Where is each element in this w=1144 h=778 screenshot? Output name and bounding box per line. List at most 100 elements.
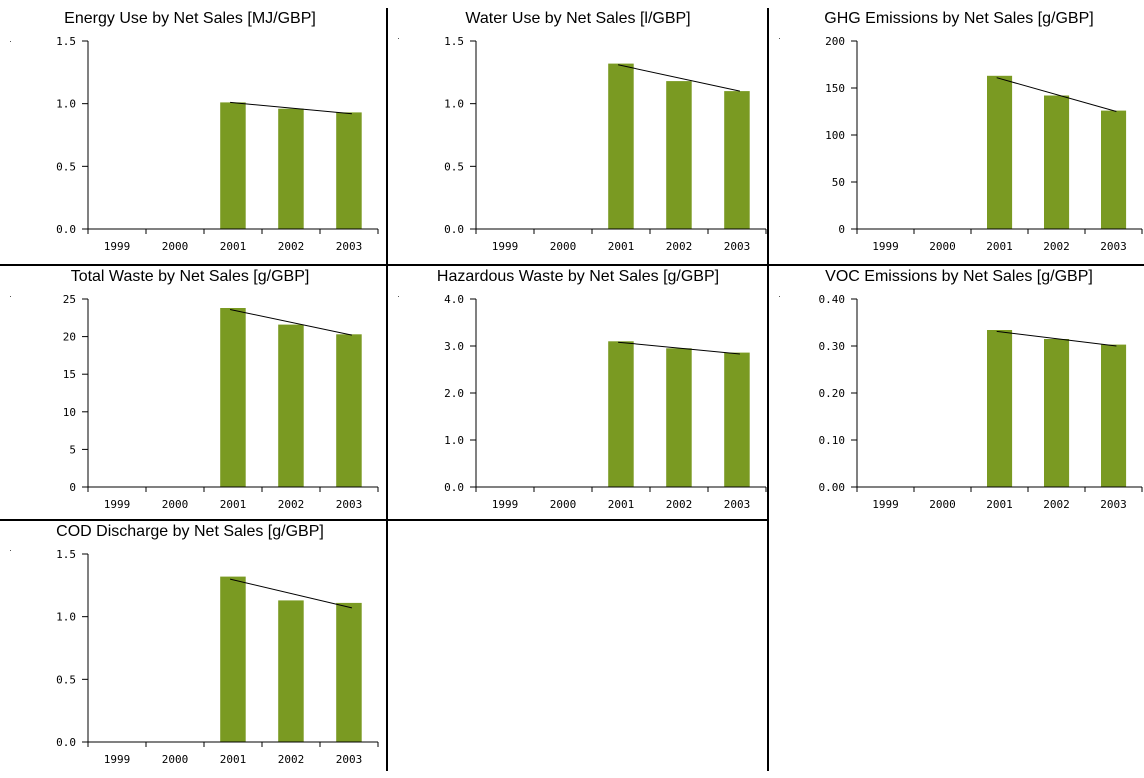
corner-dot — [10, 296, 11, 297]
y-tick-label: 3.0 — [444, 340, 464, 353]
y-tick-label: 2.0 — [444, 387, 464, 400]
y-tick-label: 0 — [838, 223, 845, 236]
bar-2001 — [220, 102, 246, 229]
y-tick-label: 1.5 — [56, 35, 76, 48]
x-tick-label: 2003 — [336, 240, 363, 253]
bar-2002 — [666, 81, 692, 229]
x-tick-label: 2002 — [278, 240, 305, 253]
chart-title: GHG Emissions by Net Sales [g/GBP] — [824, 10, 1094, 27]
y-tick-label: 100 — [825, 129, 845, 142]
chart-title: COD Discharge by Net Sales [g/GBP] — [56, 523, 324, 540]
chart-svg: 0.00 0.10 0.20 0.30 0.40 1999 2000 2001 2002 2003 — [819, 293, 1143, 511]
chart-title: Hazardous Waste by Net Sales [g/GBP] — [436, 268, 720, 285]
x-tick-label: 2002 — [278, 498, 305, 511]
chart-title: Energy Use by Net Sales [MJ/GBP] — [64, 10, 316, 27]
x-tick-label: 2000 — [929, 240, 956, 253]
bar-2002 — [666, 348, 692, 487]
trend-line — [230, 101, 352, 115]
chart-title: Water Use by Net Sales [l/GBP] — [465, 10, 691, 27]
corner-dot — [779, 296, 780, 297]
x-tick-label: 2003 — [724, 498, 751, 511]
chart-svg: 0 5 10 15 20 25 1999 2000 2001 2002 2003 — [63, 293, 379, 511]
x-tick-label: 2001 — [986, 498, 1013, 511]
x-tick-label: 2002 — [278, 753, 305, 766]
y-tick-label: 0.5 — [56, 160, 76, 173]
trend-line — [618, 341, 740, 355]
y-tick-label: 0.20 — [819, 387, 846, 400]
chart-panel-cod-discharge: COD Discharge by Net Sales [g/GBP] 0.0 0.… — [0, 521, 380, 778]
x-tick-label: 2002 — [1043, 498, 1070, 511]
x-tick-label: 2003 — [336, 498, 363, 511]
bar-2003 — [1101, 344, 1127, 487]
chart-title: VOC Emissions by Net Sales [g/GBP] — [825, 268, 1093, 285]
corner-dot — [398, 296, 399, 297]
corner-dot — [398, 38, 399, 39]
y-tick-label: 0.0 — [56, 736, 76, 749]
y-tick-label: 0.40 — [819, 293, 846, 306]
chart-panel-total-waste: Total Waste by Net Sales [g/GBP] 0 5 10 15 2… — [0, 266, 380, 523]
x-tick-label: 2000 — [929, 498, 956, 511]
bar-2003 — [336, 112, 362, 229]
y-tick-label: 0.0 — [444, 223, 464, 236]
x-tick-label: 1999 — [104, 240, 131, 253]
bar-2003 — [336, 602, 362, 742]
x-tick-label: 2000 — [550, 498, 577, 511]
x-tick-label: 2001 — [220, 753, 247, 766]
chart-panel-ghg-emissions: GHG Emissions by Net Sales [g/GBP] 0 50 10… — [769, 8, 1144, 265]
y-tick-label: 0.00 — [819, 481, 846, 494]
grid-divider-horizontal-2 — [0, 519, 768, 521]
trend-line — [996, 330, 1117, 347]
y-tick-label: 150 — [825, 82, 845, 95]
corner-dot — [779, 38, 780, 39]
x-tick-label: 2001 — [608, 240, 635, 253]
y-tick-label: 5 — [69, 443, 76, 456]
x-tick-label: 2000 — [550, 240, 577, 253]
bar-2002 — [278, 324, 304, 487]
grid-divider-vertical-1 — [386, 8, 388, 771]
bar-2001 — [987, 330, 1013, 487]
y-tick-label: 50 — [832, 176, 845, 189]
x-tick-label: 2001 — [220, 240, 247, 253]
x-tick-label: 2000 — [162, 753, 189, 766]
y-tick-label: 1.0 — [56, 611, 76, 624]
x-tick-label: 1999 — [104, 498, 131, 511]
trend-line — [617, 64, 741, 92]
x-tick-label: 2000 — [162, 240, 189, 253]
bar-2003 — [724, 91, 750, 229]
bar-2003 — [1101, 110, 1127, 229]
y-tick-label: 200 — [825, 35, 845, 48]
chart-svg: 0.0 0.5 1.0 1.5 1999 2000 2001 2002 2003 — [56, 548, 379, 766]
x-tick-label: 1999 — [492, 240, 519, 253]
chart-svg: 0.0 0.5 1.0 1.5 1999 2000 2001 2002 2003 — [444, 35, 767, 253]
chart-panel-water-use: Water Use by Net Sales [l/GBP] 0.0 0.5 1.0… — [388, 8, 768, 265]
y-tick-label: 0.5 — [444, 160, 464, 173]
y-tick-label: 1.5 — [444, 35, 464, 48]
bar-2001 — [220, 308, 246, 487]
bar-2003 — [336, 334, 362, 487]
bar-2002 — [278, 108, 304, 229]
bar-2002 — [278, 600, 304, 742]
y-tick-label: 0.0 — [444, 481, 464, 494]
y-tick-label: 20 — [63, 331, 76, 344]
x-tick-label: 2002 — [666, 498, 693, 511]
x-tick-label: 2001 — [220, 498, 247, 511]
x-tick-label: 1999 — [104, 753, 131, 766]
chart-title: Total Waste by Net Sales [g/GBP] — [70, 268, 310, 285]
trend-line — [229, 309, 353, 336]
chart-panel-voc-emissions: VOC Emissions by Net Sales [g/GBP] 0.00 0… — [769, 266, 1144, 523]
y-tick-label: 10 — [63, 406, 76, 419]
corner-dot — [10, 41, 11, 42]
y-tick-label: 0.30 — [819, 340, 846, 353]
x-tick-label: 2003 — [1100, 498, 1127, 511]
bar-2001 — [220, 576, 246, 742]
y-tick-label: 0.0 — [56, 223, 76, 236]
x-tick-label: 2003 — [1100, 240, 1127, 253]
y-tick-label: 15 — [63, 368, 76, 381]
y-tick-label: 1.0 — [56, 98, 76, 111]
x-tick-label: 2001 — [986, 240, 1013, 253]
x-tick-label: 1999 — [872, 240, 899, 253]
y-tick-label: 1.0 — [444, 98, 464, 111]
trend-line — [229, 578, 353, 609]
x-tick-label: 2003 — [724, 240, 751, 253]
chart-svg: 0.0 1.0 2.0 3.0 4.0 1999 2000 2001 2002 2003 — [444, 293, 767, 511]
